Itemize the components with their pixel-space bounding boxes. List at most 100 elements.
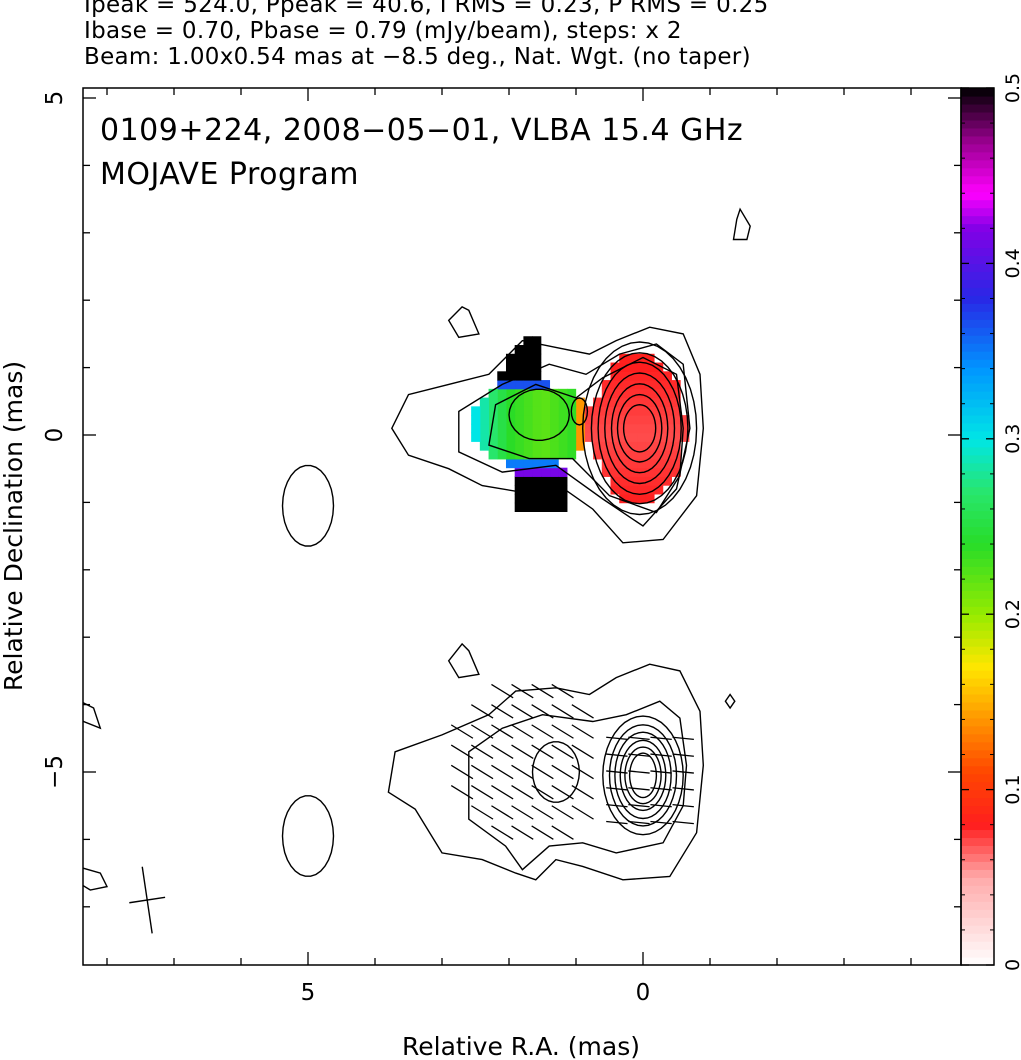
intensity-contour xyxy=(387,663,705,881)
intensity-contour xyxy=(488,356,684,514)
intensity-contour xyxy=(531,741,581,803)
pol-pixel xyxy=(514,415,524,425)
pol-pixel xyxy=(505,353,516,364)
pol-pixel xyxy=(654,450,664,460)
colorbar-cell xyxy=(961,279,994,288)
pol-pixel xyxy=(523,450,533,460)
pol-pixel xyxy=(619,353,629,364)
pol-pixel xyxy=(549,397,559,407)
pol-pixel xyxy=(558,467,568,477)
pol-pixel xyxy=(488,388,498,399)
pol-pixel xyxy=(575,432,585,442)
header-line-3: Beam: 1.00x0.54 mas at −8.5 deg., Nat. W… xyxy=(84,44,751,70)
pol-pixel xyxy=(479,415,490,425)
colorbar-cell xyxy=(961,406,994,416)
pol-pixel xyxy=(497,432,507,442)
evpa-vector xyxy=(606,736,628,741)
colorbar-cell xyxy=(961,510,994,520)
pol-pixel xyxy=(654,397,664,407)
pol-pixel xyxy=(532,397,542,407)
pol-pixel xyxy=(514,441,524,451)
colorbar-cell xyxy=(961,367,994,376)
pol-pixel xyxy=(532,353,542,364)
pol-pixel xyxy=(601,397,612,407)
evpa-vector xyxy=(491,704,514,719)
colorbar-cell xyxy=(961,933,994,942)
pol-pixel xyxy=(471,432,481,442)
pol-pixel xyxy=(505,450,516,460)
colorbar-cell xyxy=(961,909,994,918)
evpa-vector xyxy=(672,803,694,808)
colorbar-cell xyxy=(961,829,994,839)
evpa-vector xyxy=(571,784,594,800)
pol-pixel xyxy=(532,476,542,486)
evpa-vector xyxy=(471,704,494,719)
colorbar-cell xyxy=(961,757,994,767)
pol-pixel xyxy=(610,485,620,495)
pol-pixel xyxy=(523,441,533,451)
y-tick-label: −5 xyxy=(42,755,68,789)
pol-pixel xyxy=(662,406,672,416)
pol-pixel xyxy=(593,415,603,425)
colorbar-cell xyxy=(961,127,994,137)
pol-pixel xyxy=(566,441,577,451)
pol-pixel xyxy=(505,432,516,442)
pol-pixel xyxy=(558,415,568,425)
pol-pixel xyxy=(636,423,646,434)
colorbar-cell xyxy=(961,478,994,488)
pol-pixel xyxy=(671,467,681,477)
colorbar-cell xyxy=(961,95,994,105)
pol-pixel xyxy=(601,432,612,442)
pol-pixel xyxy=(645,493,655,504)
pol-pixel xyxy=(601,423,612,434)
pol-pixel xyxy=(619,388,629,399)
colorbar-cell xyxy=(961,693,994,703)
pol-pixel xyxy=(619,467,629,477)
pol-pixel xyxy=(497,388,507,399)
intensity-contour xyxy=(458,343,691,527)
pol-pixel xyxy=(558,476,568,486)
colorbar-cell xyxy=(961,582,994,591)
colorbar-cell xyxy=(961,598,994,607)
pol-pixel xyxy=(610,441,620,451)
pol-pixel xyxy=(523,458,533,469)
pol-pixel xyxy=(654,415,664,425)
colorbar-cell xyxy=(961,614,994,623)
colorbar-ticks: 0 0.1 0.2 0.3 0.4 0.5 xyxy=(961,73,1021,971)
plot-subtitle: MOJAVE Program xyxy=(100,157,359,192)
intensity-contour xyxy=(610,383,669,474)
pol-pixel xyxy=(671,388,681,399)
pol-pixel xyxy=(645,423,655,434)
pol-pixel xyxy=(523,371,533,381)
x-tick-label: 0 xyxy=(636,980,651,1006)
pol-pixel xyxy=(610,397,620,407)
pol-pixel xyxy=(645,415,655,425)
pol-pixel xyxy=(566,388,577,399)
pol-pixel xyxy=(479,432,490,442)
colorbar-cell xyxy=(961,781,994,791)
pol-pixel xyxy=(645,380,655,390)
colorbar-cell xyxy=(961,311,994,320)
colorbar-cell xyxy=(961,398,994,408)
pol-pixel xyxy=(479,423,490,434)
pol-pixel xyxy=(610,388,620,399)
intensity-contour xyxy=(616,393,663,463)
pol-pixel xyxy=(645,467,655,477)
colorbar-cell xyxy=(961,255,994,264)
pol-pixel xyxy=(566,397,577,407)
pol-pixel xyxy=(505,362,516,372)
pol-pixel xyxy=(645,388,655,399)
pol-pixel xyxy=(636,458,646,469)
evpa-vector xyxy=(511,704,534,719)
pol-pixel xyxy=(540,415,551,425)
pol-pixel xyxy=(627,485,638,495)
pol-pixel xyxy=(505,415,516,425)
evpa-vector xyxy=(471,764,494,780)
pol-pixel xyxy=(610,406,620,416)
colorbar-cell xyxy=(961,765,994,775)
pol-pixel xyxy=(532,502,542,512)
pol-pixel xyxy=(566,450,577,460)
colorbar-cell xyxy=(961,215,994,225)
pol-pixel xyxy=(619,493,629,504)
pol-pixel xyxy=(654,458,664,469)
